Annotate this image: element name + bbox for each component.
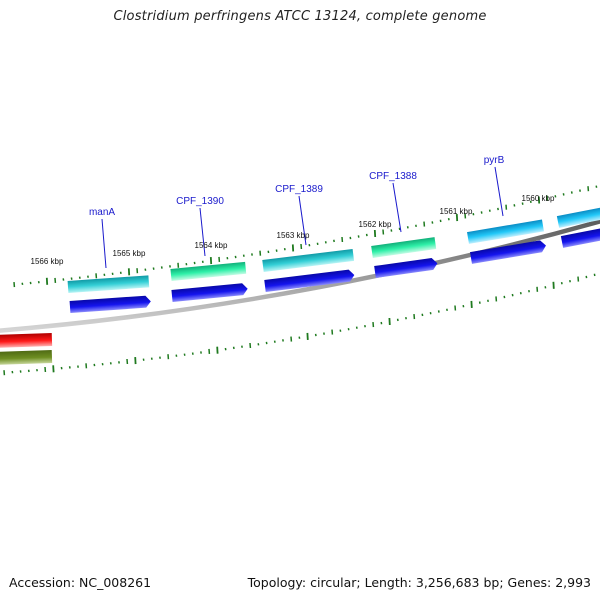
gene-label-CPF_1389: CPF_1389 — [275, 184, 323, 195]
cds-arrow-CPF_1388 — [374, 257, 438, 278]
tick-label-1563: 1563 kbp — [277, 231, 310, 240]
feature-offscreen-right — [556, 206, 600, 228]
gene-label-CPF_1388: CPF_1388 — [369, 171, 417, 182]
tick-label-1560: 1560 kbp — [522, 194, 555, 203]
tick-label-1561: 1561 kbp — [440, 207, 473, 216]
gene-label-pyrB: pyrB — [484, 155, 505, 166]
topology-label: Topology: circular; Length: 3,256,683 bp… — [247, 575, 591, 590]
tick-label-1566: 1566 kbp — [31, 257, 64, 266]
cds-arrow-manA — [69, 295, 151, 313]
leader-CPF_1389 — [298, 195, 307, 246]
feature-CPF_1388 — [371, 237, 437, 258]
inner-tick-marks — [3, 273, 596, 376]
cds-arrow-offscreen-right — [560, 227, 600, 248]
cds-arrows — [69, 227, 600, 313]
leader-pyrB — [494, 166, 504, 217]
feature-CPF_1389 — [262, 248, 355, 272]
cds-arrow-pyrB — [470, 240, 546, 264]
gene-label-leaders — [101, 166, 504, 269]
tick-label-1564: 1564 kbp — [195, 241, 228, 250]
genome-title: Clostridium perfringens ATCC 13124, comp… — [113, 9, 487, 24]
tick-label-1565: 1565 kbp — [113, 249, 146, 258]
cds-arrow-CPF_1389 — [264, 269, 355, 292]
reverse-strand-features — [0, 332, 53, 365]
accession-label: Accession: NC_008261 — [9, 575, 152, 590]
feature-pyrB — [467, 219, 544, 244]
gene-label-CPF_1390: CPF_1390 — [176, 196, 224, 207]
gene-label-manA: manA — [89, 207, 115, 218]
leader-CPF_1388 — [392, 182, 402, 233]
outer-tick-marks — [13, 185, 598, 288]
genome-backbone — [0, 219, 600, 333]
feature-CPF_1390 — [170, 261, 247, 281]
feature-red-left — [0, 332, 53, 348]
leader-CPF_1390 — [199, 207, 206, 257]
cds-arrow-CPF_1390 — [171, 283, 248, 302]
tick-label-1562: 1562 kbp — [359, 220, 392, 229]
feature-manA — [67, 275, 150, 293]
leader-manA — [101, 218, 107, 269]
forward-strand-features — [67, 206, 600, 293]
feature-olive-left — [0, 349, 53, 365]
